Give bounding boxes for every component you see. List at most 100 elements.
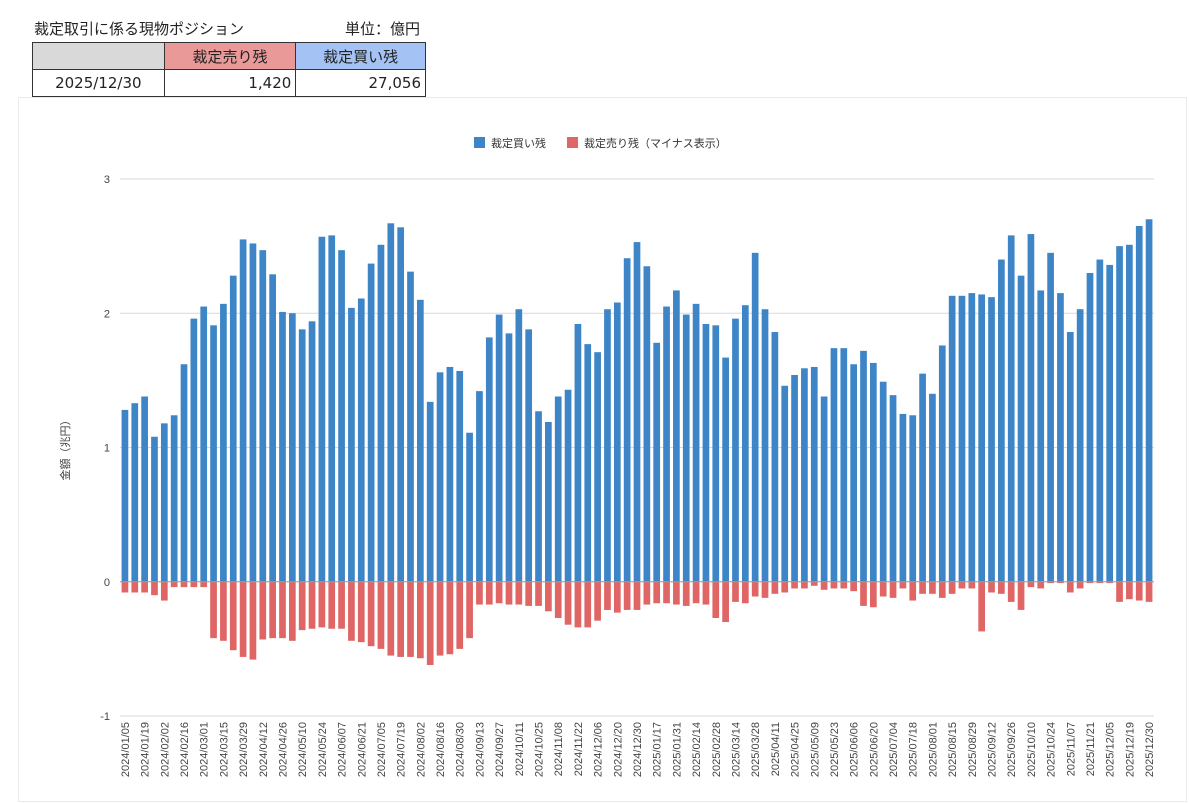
bar-sell bbox=[426, 581, 434, 665]
bar-buy bbox=[1007, 235, 1015, 582]
bar-buy bbox=[1047, 252, 1054, 582]
x-tick-label: 2024/08/02 bbox=[415, 722, 427, 777]
x-tick-label: 2024/10/25 bbox=[534, 722, 546, 777]
bar-sell bbox=[958, 581, 966, 589]
bar-buy bbox=[938, 345, 946, 582]
bar-sell bbox=[338, 581, 345, 629]
x-tick-label: 2024/03/29 bbox=[238, 722, 250, 777]
bar-buy bbox=[564, 389, 572, 582]
x-tick-label: 2024/12/06 bbox=[593, 722, 605, 777]
x-tick-label: 2024/03/15 bbox=[218, 722, 230, 777]
bar-buy bbox=[919, 373, 926, 582]
x-tick-label: 2024/09/27 bbox=[494, 722, 506, 777]
bar-sell bbox=[1047, 581, 1054, 584]
bar-sell bbox=[298, 581, 306, 631]
x-tick-label: 2025/02/28 bbox=[711, 722, 723, 777]
bar-sell bbox=[1017, 581, 1025, 610]
bar-buy bbox=[732, 318, 739, 582]
bar-sell bbox=[978, 581, 986, 632]
x-tick-label: 2024/12/20 bbox=[612, 722, 624, 777]
bar-buy bbox=[1116, 246, 1123, 582]
bar-buy bbox=[810, 366, 818, 582]
x-tick-label: 2025/01/31 bbox=[671, 722, 683, 777]
bar-sell bbox=[830, 581, 838, 589]
bar-sell bbox=[860, 581, 867, 606]
y-tick-label: 0 bbox=[104, 577, 110, 589]
bar-buy bbox=[909, 415, 917, 582]
bar-buy bbox=[594, 352, 601, 582]
bar-sell bbox=[840, 581, 848, 589]
x-tick-label: 2024/01/05 bbox=[120, 722, 132, 777]
bar-buy bbox=[791, 375, 798, 582]
bar-sell bbox=[239, 581, 247, 657]
x-tick-label: 2025/04/11 bbox=[770, 722, 782, 776]
bar-sell bbox=[1027, 581, 1035, 588]
bar-sell bbox=[879, 581, 887, 597]
summary-sell-value: 1,420 bbox=[163, 69, 297, 97]
bar-sell bbox=[810, 581, 818, 586]
bar-sell bbox=[1126, 581, 1133, 600]
bar-sell bbox=[702, 581, 710, 605]
bar-buy bbox=[584, 344, 592, 582]
legend-label: 裁定売り残（マイナス表示） bbox=[584, 136, 727, 150]
bar-sell bbox=[485, 581, 493, 605]
bar-buy bbox=[781, 385, 789, 582]
bar-buy bbox=[367, 263, 375, 582]
bar-sell bbox=[791, 581, 798, 589]
x-tick-label: 2025/10/24 bbox=[1046, 722, 1058, 777]
bar-buy bbox=[643, 266, 651, 582]
bar-buy bbox=[229, 275, 237, 582]
bar-sell bbox=[929, 581, 936, 594]
bar-buy bbox=[308, 321, 316, 582]
summary-table: 裁定売り残 裁定買い残 2025/12/30 1,420 27,056 bbox=[32, 42, 426, 97]
bar-sell bbox=[781, 581, 789, 593]
x-tick-label: 2024/09/13 bbox=[474, 722, 486, 777]
bar-sell bbox=[190, 581, 198, 588]
bar-buy bbox=[1017, 275, 1025, 582]
bar-buy bbox=[889, 395, 897, 582]
bar-buy bbox=[436, 372, 444, 582]
x-tick-label: 2024/11/08 bbox=[553, 722, 565, 776]
bar-buy bbox=[239, 239, 247, 582]
bar-buy bbox=[968, 293, 976, 582]
bar-sell bbox=[1037, 581, 1045, 589]
bar-buy bbox=[948, 295, 956, 582]
bar-buy bbox=[761, 309, 769, 582]
bar-buy bbox=[249, 243, 257, 582]
bar-sell bbox=[525, 581, 533, 606]
bars bbox=[121, 219, 1153, 665]
bar-sell bbox=[732, 581, 739, 602]
bar-sell bbox=[604, 581, 611, 610]
bar-sell bbox=[722, 581, 729, 623]
bar-buy bbox=[298, 329, 306, 582]
bar-sell bbox=[899, 581, 907, 589]
bar-buy bbox=[170, 415, 178, 582]
bar-sell bbox=[673, 581, 680, 605]
bar-sell bbox=[229, 581, 237, 651]
x-tick-label: 2025/07/18 bbox=[908, 722, 920, 777]
bar-buy bbox=[259, 250, 267, 582]
bar-sell bbox=[554, 581, 562, 618]
bar-buy bbox=[840, 348, 848, 582]
bar-sell bbox=[771, 581, 779, 594]
bar-sell bbox=[348, 581, 355, 641]
position-summary: 裁定取引に係る現物ポジション 単位：億円 裁定売り残 裁定買い残 2025/12… bbox=[32, 14, 426, 97]
bar-buy bbox=[446, 366, 454, 582]
x-tick-label: 2025/11/21 bbox=[1085, 722, 1097, 776]
bar-sell bbox=[801, 581, 808, 589]
bar-sell bbox=[869, 581, 877, 608]
bar-buy bbox=[574, 323, 582, 582]
bar-buy bbox=[515, 309, 523, 582]
x-tick-label: 2024/05/24 bbox=[317, 722, 329, 777]
x-tick-label: 2025/02/14 bbox=[691, 722, 703, 777]
summary-title: 裁定取引に係る現物ポジション bbox=[34, 19, 245, 38]
x-tick-label: 2024/02/16 bbox=[179, 722, 191, 777]
bar-buy bbox=[850, 364, 857, 582]
legend-label: 裁定買い残 bbox=[491, 136, 546, 150]
bar-buy bbox=[682, 314, 690, 582]
bar-sell bbox=[1086, 581, 1094, 584]
x-tick-label: 2025/08/01 bbox=[927, 722, 939, 777]
bar-buy bbox=[180, 364, 188, 582]
bar-sell bbox=[210, 581, 217, 639]
bar-sell bbox=[919, 581, 926, 594]
